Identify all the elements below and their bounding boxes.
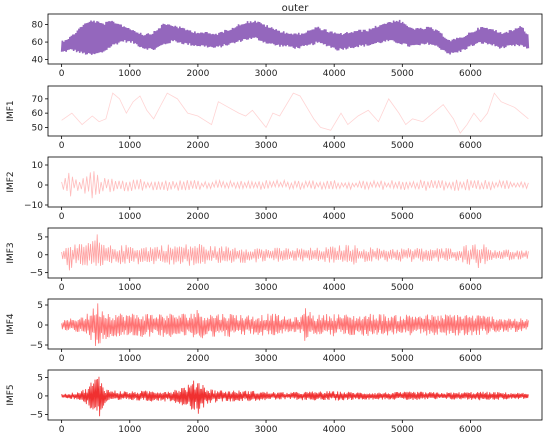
subplot-3: 0 1000 2000 3000 4000 5000 6000 −10 0 10 IMF2 (6, 156, 543, 222)
x-tick-label: 0 (59, 212, 65, 222)
x-tick-label: 4000 (323, 283, 346, 293)
x-tick-label: 3000 (255, 425, 278, 435)
x-tick-label: 0 (59, 69, 65, 79)
x-tick-label: 3000 (255, 354, 278, 364)
subplot-1: 0 1000 2000 3000 4000 5000 6000 40 60 80 outer (32, 3, 543, 79)
y-tick-label: −10 (24, 201, 43, 211)
x-tick-label: 2000 (186, 283, 209, 293)
x-tick-label: 6000 (459, 425, 482, 435)
x-tick-label: 4000 (323, 425, 346, 435)
x-tick-label: 4000 (323, 212, 346, 222)
y-tick-label: 80 (32, 21, 44, 31)
series-line-2 (61, 92, 529, 134)
chart-title: outer (282, 3, 310, 14)
series-line-5 (61, 303, 529, 346)
x-tick-label: 2000 (186, 354, 209, 364)
x-tick-label: 1000 (118, 425, 141, 435)
y-tick-label: 40 (32, 56, 44, 66)
x-tick-label: 2000 (186, 212, 209, 222)
y-tick-label: 0 (37, 321, 43, 331)
y-tick-label: 70 (32, 95, 44, 105)
x-tick-label: 0 (59, 283, 65, 293)
axes-frame (47, 369, 543, 421)
y-axis-label: IMF1 (6, 100, 16, 121)
y-tick-label: 10 (32, 161, 44, 171)
x-tick-label: 5000 (391, 425, 414, 435)
series-line-4 (61, 234, 529, 271)
x-tick-label: 6000 (459, 141, 482, 151)
x-tick-label: 0 (59, 141, 65, 151)
x-tick-label: 1000 (118, 141, 141, 151)
y-axis-label: IMF4 (6, 313, 16, 335)
subplot-4: 0 1000 2000 3000 4000 5000 6000 −5 0 5 IMF3 (6, 227, 543, 293)
x-tick-label: 1000 (118, 69, 141, 79)
subplot-5: 0 1000 2000 3000 4000 5000 6000 −5 0 5 IMF4 (6, 298, 543, 364)
series-line-6 (61, 376, 529, 417)
y-axis-label: IMF5 (6, 384, 16, 405)
y-tick-label: 0 (37, 251, 43, 261)
subplot-2: 0 1000 2000 3000 4000 5000 6000 50 60 70 IMF1 (6, 85, 543, 151)
axes-frame (47, 85, 543, 137)
y-tick-label: 5 (37, 233, 43, 243)
x-tick-label: 4000 (323, 69, 346, 79)
y-axis-label: IMF2 (6, 171, 16, 192)
y-tick-label: 50 (32, 123, 44, 133)
axes-frame (47, 298, 543, 350)
y-tick-label: −5 (30, 341, 43, 351)
x-tick-label: 1000 (118, 212, 141, 222)
y-axis-label: IMF3 (6, 242, 16, 263)
x-tick-label: 1000 (118, 354, 141, 364)
x-tick-label: 5000 (391, 69, 414, 79)
x-tick-label: 6000 (459, 69, 482, 79)
axes-frame (47, 13, 543, 65)
x-tick-label: 2000 (186, 425, 209, 435)
x-tick-label: 6000 (459, 354, 482, 364)
y-tick-label: 60 (32, 38, 44, 48)
x-tick-label: 5000 (391, 354, 414, 364)
x-tick-label: 4000 (323, 354, 346, 364)
y-tick-label: −5 (30, 410, 43, 420)
x-tick-label: 5000 (391, 141, 414, 151)
series-line-1 (60, 19, 530, 55)
x-tick-label: 0 (59, 425, 65, 435)
subplot-6: 0 1000 2000 3000 4000 5000 6000 −5 0 5 IMF5 (6, 369, 543, 435)
x-tick-label: 3000 (255, 212, 278, 222)
axes-frame (47, 156, 543, 208)
x-tick-label: 2000 (186, 69, 209, 79)
y-tick-label: 0 (37, 392, 43, 402)
x-tick-label: 4000 (323, 141, 346, 151)
y-tick-label: 60 (32, 109, 44, 119)
x-tick-label: 6000 (459, 212, 482, 222)
x-tick-label: 5000 (391, 212, 414, 222)
series-line-3 (61, 171, 529, 199)
axes-frame (47, 227, 543, 279)
y-tick-label: 5 (37, 373, 43, 383)
y-tick-label: −5 (30, 269, 43, 279)
y-tick-label: 0 (37, 181, 43, 191)
y-tick-label: 5 (37, 301, 43, 311)
x-tick-label: 3000 (255, 69, 278, 79)
x-tick-label: 3000 (255, 283, 278, 293)
x-tick-label: 3000 (255, 141, 278, 151)
x-tick-label: 6000 (459, 283, 482, 293)
x-tick-label: 1000 (118, 283, 141, 293)
x-tick-label: 2000 (186, 141, 209, 151)
x-tick-label: 0 (59, 354, 65, 364)
x-tick-label: 5000 (391, 283, 414, 293)
